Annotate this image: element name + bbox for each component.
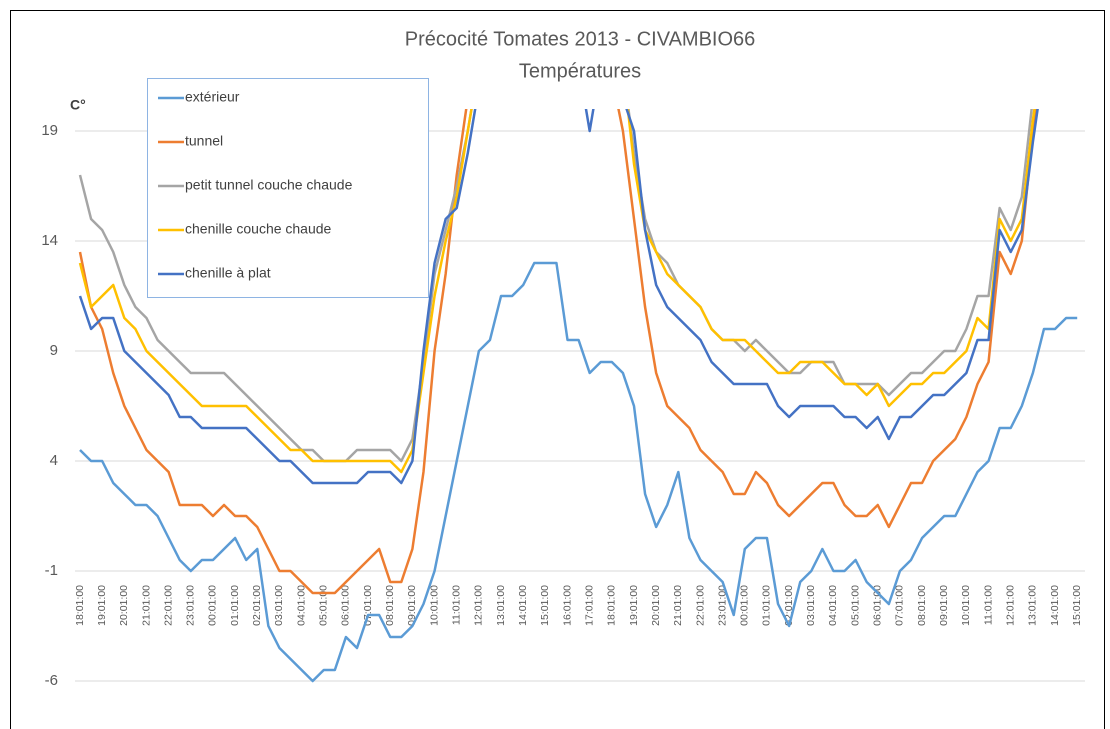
x-tick-label: 16:01:00: [561, 585, 573, 626]
x-tick-label: 22:01:00: [162, 585, 174, 626]
x-tick-label: 03:01:00: [805, 585, 817, 626]
x-tick-label: 01:01:00: [761, 585, 773, 626]
legend-label: chenille couche chaude: [185, 221, 332, 237]
x-tick-label: 13:01:00: [1027, 585, 1039, 626]
x-tick-label: 08:01:00: [916, 585, 928, 626]
legend: extérieur tunnel petit tunnel couche chaud…: [147, 78, 429, 298]
y-tick-label: -6: [45, 672, 58, 689]
x-tick-label: 04:01:00: [295, 585, 307, 626]
x-tick-label: 06:01:00: [340, 585, 352, 626]
series-line: [79, 261, 1078, 683]
legend-label: extérieur: [185, 89, 240, 105]
x-tick-label: 02:01:00: [251, 585, 263, 626]
x-tick-label: 04:01:00: [827, 585, 839, 626]
x-tick-label: 15:01:00: [539, 585, 551, 626]
x-tick-label: 22:01:00: [694, 585, 706, 626]
y-tick-label: 4: [50, 452, 58, 469]
legend-box: [147, 78, 429, 298]
x-tick-label: 07:01:00: [362, 585, 374, 626]
x-tick-label: 12:01:00: [473, 585, 485, 626]
x-tick-label: 00:01:00: [207, 585, 219, 626]
x-tick-label: 08:01:00: [384, 585, 396, 626]
x-tick-label: 21:01:00: [140, 585, 152, 626]
series-line: [78, 109, 1033, 463]
x-tick-label: 19:01:00: [628, 585, 640, 626]
series-line: [78, 109, 1038, 595]
x-tick-label: 05:01:00: [318, 585, 330, 626]
x-tick-label: 11:01:00: [982, 585, 994, 625]
series-line: [78, 109, 1036, 474]
x-tick-label: 15:01:00: [1071, 585, 1083, 626]
x-tick-label: 18:01:00: [74, 585, 86, 626]
x-tick-label: 01:01:00: [229, 585, 241, 626]
x-tick-label: 11:01:00: [451, 585, 463, 625]
legend-label: chenille à plat: [185, 265, 271, 281]
legend-label: tunnel: [185, 133, 223, 149]
frame: [10, 10, 1105, 729]
x-tick-label: 09:01:00: [938, 585, 950, 626]
chart-subtitle: Températures: [519, 60, 641, 82]
chart-title: Précocité Tomates 2013 - CIVAMBIO66: [405, 28, 756, 50]
x-tick-label: 06:01:00: [872, 585, 884, 626]
x-tick-label: 09:01:00: [406, 585, 418, 626]
x-tick-label: 23:01:00: [716, 585, 728, 626]
x-tick-label: 14:01:00: [517, 585, 529, 626]
x-tick-label: 13:01:00: [495, 585, 507, 626]
plot: [78, 109, 1078, 683]
legend-label: petit tunnel couche chaude: [185, 177, 353, 193]
x-tick-label: 00:01:00: [739, 585, 751, 626]
x-tick-label: 20:01:00: [650, 585, 662, 626]
x-tick-label: 19:01:00: [96, 585, 108, 626]
x-tick-label: 07:01:00: [894, 585, 906, 626]
x-tick-label: 10:01:00: [960, 585, 972, 626]
y-tick-label: 19: [41, 122, 58, 139]
x-tick-label: 21:01:00: [672, 585, 684, 626]
x-tick-label: 03:01:00: [273, 585, 285, 626]
y-tick-label: -1: [45, 562, 58, 579]
x-tick-label: 23:01:00: [185, 585, 197, 626]
series-line: [78, 109, 1039, 485]
x-tick-label: 10:01:00: [428, 585, 440, 626]
y-tick-label: 14: [41, 232, 58, 249]
x-tick-label: 17:01:00: [583, 585, 595, 626]
x-tick-label: 20:01:00: [118, 585, 130, 626]
x-tick-label: 14:01:00: [1049, 585, 1061, 626]
y-tick-label: 9: [50, 342, 58, 359]
y-axis-label: C°: [70, 97, 86, 113]
x-tick-label: 12:01:00: [1005, 585, 1017, 626]
x-tick-label: 18:01:00: [606, 585, 618, 626]
x-tick-label: 05:01:00: [849, 585, 861, 626]
